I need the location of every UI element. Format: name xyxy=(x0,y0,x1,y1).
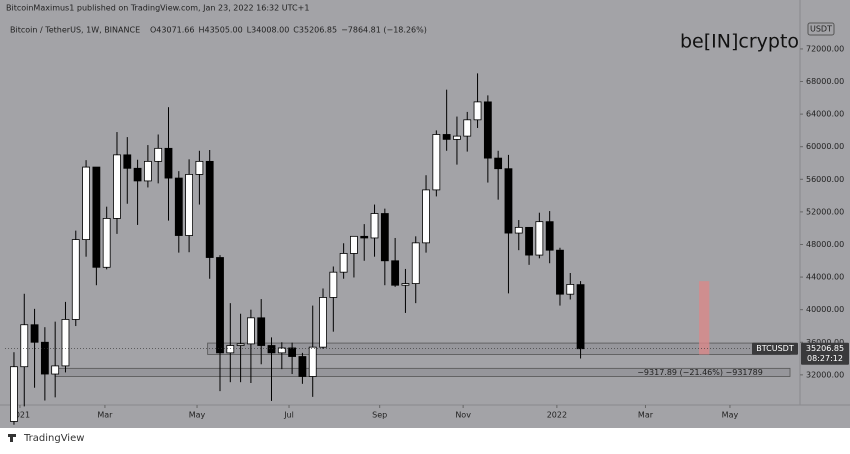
candle-body xyxy=(545,221,554,251)
candle-body xyxy=(51,365,60,375)
candle-body xyxy=(92,166,101,268)
x-tick-label: Sep xyxy=(372,411,387,420)
y-tick-label: 40000.00 xyxy=(806,305,844,314)
y-tick-label: 52000.00 xyxy=(806,207,844,216)
candle-body xyxy=(267,345,276,354)
x-tick-label: May xyxy=(722,411,739,420)
candle-body xyxy=(123,154,132,169)
x-tick-label: Mar xyxy=(97,411,113,420)
countdown: 08:27:12 xyxy=(807,354,843,363)
candle-body xyxy=(504,168,513,234)
candle-body xyxy=(20,324,29,368)
y-tick-label: 36000.00 xyxy=(806,338,844,347)
x-tick-label: May xyxy=(189,411,206,420)
y-tick-label: 48000.00 xyxy=(806,240,844,249)
candle-body xyxy=(329,271,338,298)
symbol: Bitcoin / TetherUS, 1W, BINANCE xyxy=(10,26,140,35)
price-label-box xyxy=(801,342,849,365)
candle-body xyxy=(556,249,564,295)
candle-body xyxy=(463,119,472,137)
candle-body xyxy=(483,101,492,159)
y-tick-label: 44000.00 xyxy=(806,273,844,282)
x-tick-label: 2021 xyxy=(10,411,30,420)
candle-body xyxy=(339,253,348,273)
x-tick-label: Nov xyxy=(455,411,471,420)
candle-body xyxy=(298,356,307,377)
candle-body xyxy=(71,239,80,320)
candle-body xyxy=(277,347,286,354)
x-tick-label: Mar xyxy=(638,411,654,420)
candle-body xyxy=(411,242,420,284)
highlight xyxy=(699,281,710,355)
legend-item: L34008.00 xyxy=(247,26,290,35)
candle-body xyxy=(30,324,39,343)
measure-label: −9317.89 (−21.46%) −931789 xyxy=(637,368,763,377)
footer: TradingView xyxy=(23,433,84,444)
y-tick-label: 68000.00 xyxy=(806,77,844,86)
candle-body xyxy=(257,317,266,346)
legend-item: O43071.66 xyxy=(150,26,194,35)
candle-body xyxy=(525,226,533,256)
candle-body xyxy=(236,343,245,346)
candle-body xyxy=(370,213,379,239)
candle-body xyxy=(535,221,544,256)
y-tick-label: 64000.00 xyxy=(806,110,844,119)
candle-body xyxy=(154,147,163,162)
candle-body xyxy=(216,257,224,354)
candle-body xyxy=(308,346,317,377)
candle-body xyxy=(514,226,523,234)
currency-box xyxy=(807,22,835,36)
y-tick-label: 32000.00 xyxy=(806,370,844,379)
candle-body xyxy=(319,297,327,348)
symbol-label: BTCUSDT xyxy=(756,344,794,353)
candle-body xyxy=(205,160,214,258)
y-tick-label: 56000.00 xyxy=(806,175,844,184)
candle-body xyxy=(453,135,461,140)
symbol-label-box xyxy=(752,342,798,355)
legend: O43071.66 H43505.00 L34008.00 C35206.85 −786… xyxy=(150,26,427,35)
logo: be[IN]crypto xyxy=(680,31,799,53)
candle-body xyxy=(380,213,389,262)
x-tick-label: 2022 xyxy=(547,411,567,420)
legend-item: H43505.00 xyxy=(198,26,242,35)
candle-body xyxy=(442,134,451,140)
candle-body xyxy=(566,284,575,295)
candle-body xyxy=(10,366,18,422)
candle-body xyxy=(113,154,121,219)
header: BitcoinMaximus1 published on TradingView… xyxy=(6,4,309,13)
currency: USDT xyxy=(810,25,832,34)
candle-body xyxy=(82,166,90,240)
candle-body xyxy=(143,160,152,182)
x-tick-label: Jul xyxy=(283,411,294,420)
y-tick-label: 72000.00 xyxy=(806,44,844,53)
candle-body xyxy=(247,317,255,345)
candle-body xyxy=(432,134,441,191)
candle-body xyxy=(391,260,400,286)
candle-body xyxy=(185,174,193,236)
candle-body xyxy=(133,167,142,182)
candle-body xyxy=(576,284,585,350)
legend-item: −7864.81 (−18.26%) xyxy=(341,26,427,35)
candle-body xyxy=(401,283,410,286)
legend-item: C35206.85 xyxy=(293,26,337,35)
y-tick-label: 60000.00 xyxy=(806,142,844,151)
candle-body xyxy=(226,345,235,354)
footer-icon xyxy=(8,434,16,442)
candle-body xyxy=(164,147,173,179)
candle-body xyxy=(360,235,369,239)
candle-body xyxy=(422,189,430,244)
candle-body xyxy=(473,101,482,121)
last-price: 35206.85 xyxy=(806,344,844,353)
candle-body xyxy=(102,218,111,268)
candle-body xyxy=(195,160,204,175)
candle-body xyxy=(174,177,183,236)
candle-body xyxy=(288,347,297,357)
candle-body xyxy=(494,157,503,170)
candle-body xyxy=(40,341,49,375)
candle-body xyxy=(350,235,358,254)
candle-body xyxy=(61,319,70,367)
